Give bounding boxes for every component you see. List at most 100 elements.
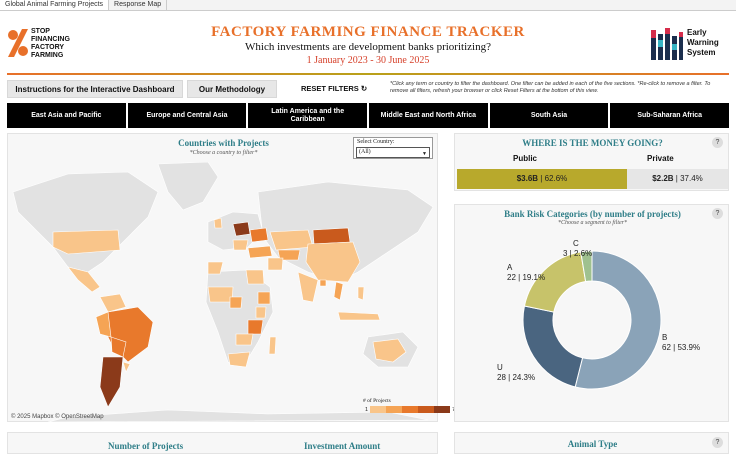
countries-map-panel: Countries with Projects *Choose a countr… [7, 133, 455, 422]
risk-label-u: U 28 | 24.3% [497, 363, 536, 382]
region-east-asia-pacific[interactable]: East Asia and Pacific [7, 103, 126, 128]
public-label: Public [513, 154, 538, 163]
logo-line-4: FARMING [31, 52, 64, 59]
top-tab-bar: Global Animal Farming Projects Response … [0, 0, 736, 11]
public-value: $3.6B [516, 174, 539, 183]
legend-swatch-3 [402, 406, 419, 413]
risk-label-b-pct: 53.9% [677, 343, 701, 352]
map-kazakhstan [269, 229, 314, 251]
map-philippines [357, 286, 365, 301]
public-share-bar[interactable]: $3.6B | 62.6% [457, 169, 627, 189]
reset-icon: ↻ [360, 84, 368, 93]
risk-label-c-pct: 2.6% [573, 249, 593, 258]
country-select-value: (All) [359, 149, 371, 155]
public-pct: 62.6% [544, 174, 568, 183]
map-uzbekistan [277, 249, 301, 261]
map-peru [95, 311, 112, 338]
risk-label-b-name: B [662, 333, 668, 342]
page-subtitle: Which investments are development banks … [245, 41, 491, 53]
filter-instructions-note: *Click any term or country to filter the… [390, 81, 711, 94]
region-south-asia[interactable]: South Asia [489, 103, 609, 128]
country-select-dropdown[interactable]: (All) ▼ [356, 147, 430, 158]
private-share-bar[interactable]: $2.2B | 37.4% [627, 169, 728, 189]
region-latin-america-caribbean[interactable]: Latin America and the Caribbean [248, 103, 368, 128]
map-turkey [247, 245, 273, 259]
logo-line-2: FINANCING [31, 36, 70, 43]
map-north-america [12, 171, 159, 273]
ews-bars-icon [651, 28, 683, 60]
date-range: 1 January 2023 - 30 June 2025 [306, 55, 430, 66]
map-legend-title: # of Projects [363, 398, 391, 404]
ews-line-3: System [687, 48, 716, 57]
legend-max: 7 [452, 407, 455, 413]
map-mexico [67, 266, 101, 293]
map-zambia [235, 333, 254, 346]
chevron-down-icon: ▼ [422, 152, 427, 157]
risk-label-c-name: C [573, 239, 579, 248]
page-title: FACTORY FARMING FINANCE TRACKER [211, 24, 525, 40]
early-warning-system-logo: Early Warning System [650, 26, 730, 66]
map-west-africa [207, 286, 234, 303]
map-mongolia [312, 227, 351, 245]
map-madagascar [268, 336, 277, 355]
map-africa [205, 269, 274, 368]
methodology-button[interactable]: Our Methodology [187, 80, 277, 98]
risk-donut-chart[interactable] [455, 227, 730, 422]
risk-label-a-pct: 19.1% [522, 273, 546, 282]
tab-global-projects[interactable]: Global Animal Farming Projects [0, 0, 110, 10]
risk-panel-subtitle: *Choose a segment to filter* [558, 220, 627, 226]
map-australia-project [372, 338, 407, 363]
instructions-button[interactable]: Instructions for the Interactive Dashboa… [7, 80, 183, 98]
animal-help-icon[interactable]: ? [712, 437, 723, 448]
map-balkans [232, 239, 249, 251]
logo-line-3: FACTORY [31, 44, 65, 51]
region-middle-east-north-africa[interactable]: Middle East and North Africa [369, 103, 488, 128]
money-help-icon[interactable]: ? [712, 137, 723, 148]
map-kenya [255, 306, 267, 319]
map-attribution: © 2025 Mapbox © OpenStreetMap [11, 414, 104, 420]
map-ethiopia [257, 291, 271, 305]
map-ukraine [249, 227, 269, 243]
risk-label-c: C 3 | 2.6% [563, 239, 593, 258]
risk-categories-panel: Bank Risk Categories (by number of proje… [454, 204, 729, 422]
map-china [305, 241, 361, 283]
legend-swatch-4 [418, 406, 435, 413]
donut-segment-c[interactable] [580, 250, 593, 283]
map-argentina [99, 356, 124, 408]
country-select: Select Country: (All) ▼ [353, 137, 433, 159]
risk-help-icon[interactable]: ? [712, 208, 723, 219]
world-map[interactable] [8, 162, 438, 422]
map-poland [232, 221, 251, 237]
private-pct: 37.4% [680, 174, 703, 183]
risk-label-u-count: 28 [497, 373, 506, 382]
map-india [297, 271, 319, 303]
map-egypt [245, 269, 265, 285]
reset-filters-button[interactable]: RESET FILTERS ↻ [301, 84, 367, 93]
investment-amount-title: Investment Amount [304, 441, 381, 451]
map-legend: # of Projects 1 7 [363, 398, 457, 413]
map-indonesia [337, 311, 381, 321]
region-sub-saharan-africa[interactable]: Sub-Saharan Africa [610, 103, 730, 128]
map-colombia [99, 293, 127, 313]
stop-financing-logo: STOP FINANCING FACTORY FARMING [7, 26, 70, 64]
risk-label-a-count: 22 [507, 273, 516, 282]
map-bangladesh [319, 279, 327, 287]
risk-label-a: A 22 | 19.1% [507, 263, 546, 282]
risk-label-a-name: A [507, 263, 513, 272]
region-europe-central-asia[interactable]: Europe and Central Asia [127, 103, 247, 128]
region-filter-bar: East Asia and Pacific Europe and Central… [7, 103, 730, 128]
map-iraq [267, 257, 284, 271]
map-panel-subtitle: *Choose a country to filter* [189, 150, 258, 156]
donut-segment-b[interactable] [574, 250, 662, 390]
map-greenland [157, 162, 219, 211]
ews-line-1: Early [687, 28, 707, 37]
tab-response-map[interactable]: Response Map [109, 0, 168, 10]
money-panel: WHERE IS THE MONEY GOING? ? Public Priva… [454, 133, 729, 191]
money-panel-title: WHERE IS THE MONEY GOING? [522, 138, 663, 148]
map-morocco [207, 261, 224, 275]
reset-filters-label: RESET FILTERS [301, 84, 359, 93]
risk-label-b-count: 62 [662, 343, 671, 352]
map-tanzania [247, 319, 264, 335]
header-divider [7, 73, 729, 75]
legend-swatch-5 [434, 406, 451, 413]
